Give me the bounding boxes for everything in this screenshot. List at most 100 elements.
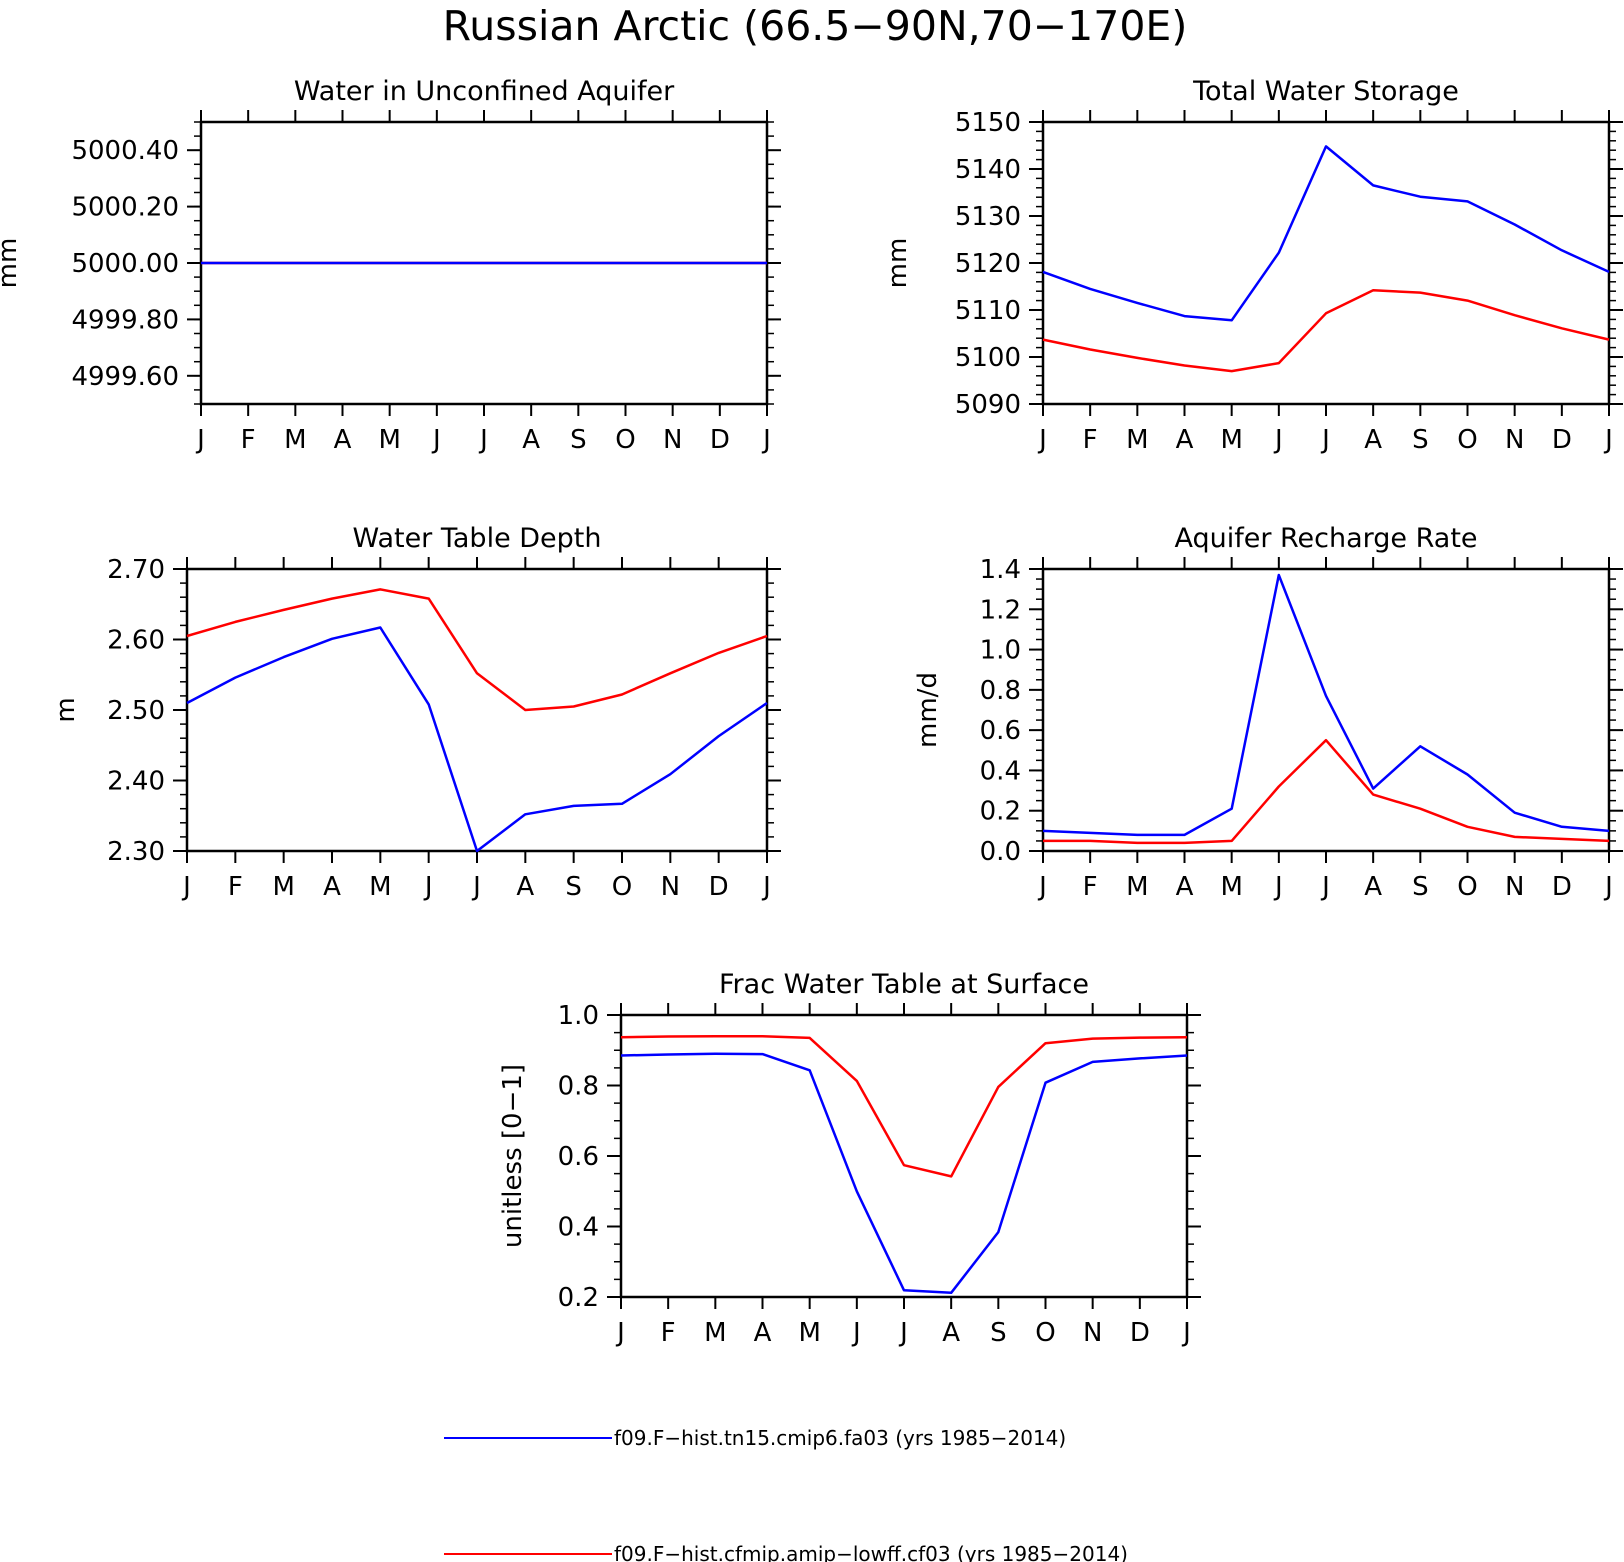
- x-tick-label: N: [1505, 425, 1524, 455]
- x-tick-label: O: [1035, 1318, 1055, 1348]
- x-tick-label: M: [369, 872, 391, 902]
- x-tick-label: A: [516, 872, 534, 902]
- y-tick-label: 2.40: [107, 767, 165, 797]
- series-line-red: [1042, 289, 1610, 373]
- x-tick-label: S: [1412, 872, 1429, 902]
- x-tick-label: J: [761, 425, 771, 455]
- y-tick-label: 5150: [955, 108, 1021, 138]
- x-tick-label: F: [241, 425, 256, 455]
- x-tick-label: M: [284, 425, 306, 455]
- x-tick-label: F: [228, 872, 243, 902]
- x-tick-label: A: [1176, 425, 1194, 455]
- series-line-blue: [1042, 145, 1610, 322]
- panel-title: Frac Water Table at Surface: [719, 969, 1089, 1000]
- x-tick-label: J: [181, 872, 191, 902]
- y-axis-label: m: [51, 697, 81, 722]
- x-tick-label: S: [570, 425, 587, 455]
- y-tick-label: 1.2: [980, 595, 1021, 625]
- x-tick-label: N: [1083, 1318, 1102, 1348]
- series-line-red: [186, 588, 768, 712]
- y-tick-label: 5090: [955, 390, 1021, 420]
- x-tick-label: F: [1083, 425, 1098, 455]
- plot-frame: [1041, 120, 1611, 406]
- x-tick-label: S: [565, 872, 582, 902]
- x-tick-label: A: [334, 425, 352, 455]
- y-tick-label: 5120: [955, 249, 1021, 279]
- x-tick-label: J: [1320, 872, 1330, 902]
- x-tick-label: O: [612, 872, 632, 902]
- x-tick-label: J: [478, 425, 488, 455]
- x-tick-label: D: [710, 425, 730, 455]
- figure-title: Russian Arctic (66.5−90N,70−170E): [443, 2, 1188, 50]
- x-tick-label: D: [1130, 1318, 1150, 1348]
- x-tick-label: A: [323, 872, 341, 902]
- panel-title: Aquifer Recharge Rate: [1174, 523, 1477, 554]
- y-tick-label: 0.2: [558, 1283, 599, 1313]
- x-tick-label: A: [1176, 872, 1194, 902]
- x-tick-label: M: [798, 1318, 820, 1348]
- y-tick-label: 0.2: [980, 797, 1021, 827]
- x-tick-label: N: [663, 425, 682, 455]
- series-line-blue: [186, 626, 768, 853]
- x-tick-label: J: [1273, 872, 1283, 902]
- y-tick-label: 2.70: [107, 555, 165, 585]
- x-tick-label: J: [898, 1318, 908, 1348]
- y-tick-label: 0.8: [558, 1072, 599, 1102]
- y-tick-label: 2.30: [107, 837, 165, 867]
- legend-label: f09.F−hist.cfmip.amip−lowff.cf03 (yrs 19…: [614, 1542, 1128, 1562]
- y-tick-label: 1.0: [980, 636, 1021, 666]
- y-tick-label: 4999.80: [71, 305, 179, 335]
- series-line-red: [1043, 738, 1610, 845]
- y-tick-label: 5130: [955, 202, 1021, 232]
- x-tick-label: A: [1364, 872, 1382, 902]
- x-tick-label: J: [1603, 425, 1613, 455]
- x-tick-label: D: [709, 872, 729, 902]
- x-tick-label: F: [1083, 872, 1098, 902]
- x-tick-label: J: [1273, 425, 1283, 455]
- x-tick-label: M: [378, 425, 400, 455]
- y-axis-label: mm/d: [913, 672, 943, 748]
- series-line-red: [620, 1034, 1188, 1178]
- y-tick-label: 5100: [955, 343, 1021, 373]
- x-tick-label: A: [942, 1318, 960, 1348]
- x-tick-label: J: [1037, 872, 1047, 902]
- x-tick-label: J: [471, 872, 481, 902]
- x-tick-label: D: [1552, 425, 1572, 455]
- y-tick-label: 5140: [955, 155, 1021, 185]
- y-tick-label: 0.4: [558, 1213, 599, 1243]
- x-tick-label: J: [423, 872, 433, 902]
- x-tick-label: J: [851, 1318, 861, 1348]
- x-tick-label: J: [1320, 425, 1330, 455]
- x-tick-label: S: [990, 1318, 1007, 1348]
- x-tick-label: M: [1220, 425, 1242, 455]
- x-tick-label: J: [195, 425, 205, 455]
- x-tick-label: M: [1220, 872, 1242, 902]
- x-tick-label: F: [661, 1318, 676, 1348]
- x-tick-label: J: [1181, 1318, 1191, 1348]
- x-tick-label: J: [431, 425, 441, 455]
- series-line-blue: [620, 1052, 1188, 1295]
- legend: f09.F−hist.tn15.cmip6.fa03 (yrs 1985−201…: [444, 1426, 1128, 1562]
- y-tick-label: 5000.00: [71, 249, 179, 279]
- y-tick-label: 0.0: [980, 837, 1021, 867]
- panel-title: Water Table Depth: [352, 523, 601, 554]
- plot-frame: [1041, 567, 1611, 853]
- y-tick-label: 5000.40: [71, 136, 179, 166]
- x-tick-label: A: [522, 425, 540, 455]
- y-tick-label: 0.8: [980, 676, 1021, 706]
- y-axis-label: unitless [0−1]: [498, 1064, 528, 1248]
- x-tick-label: O: [1457, 425, 1477, 455]
- y-tick-label: 5110: [955, 296, 1021, 326]
- y-axis-label: mm: [883, 238, 913, 289]
- y-axis-label: mm: [0, 238, 23, 289]
- series-line-blue: [1042, 573, 1610, 837]
- y-tick-label: 0.4: [980, 756, 1021, 786]
- y-tick-label: 5000.20: [71, 193, 179, 223]
- x-tick-label: J: [1037, 425, 1047, 455]
